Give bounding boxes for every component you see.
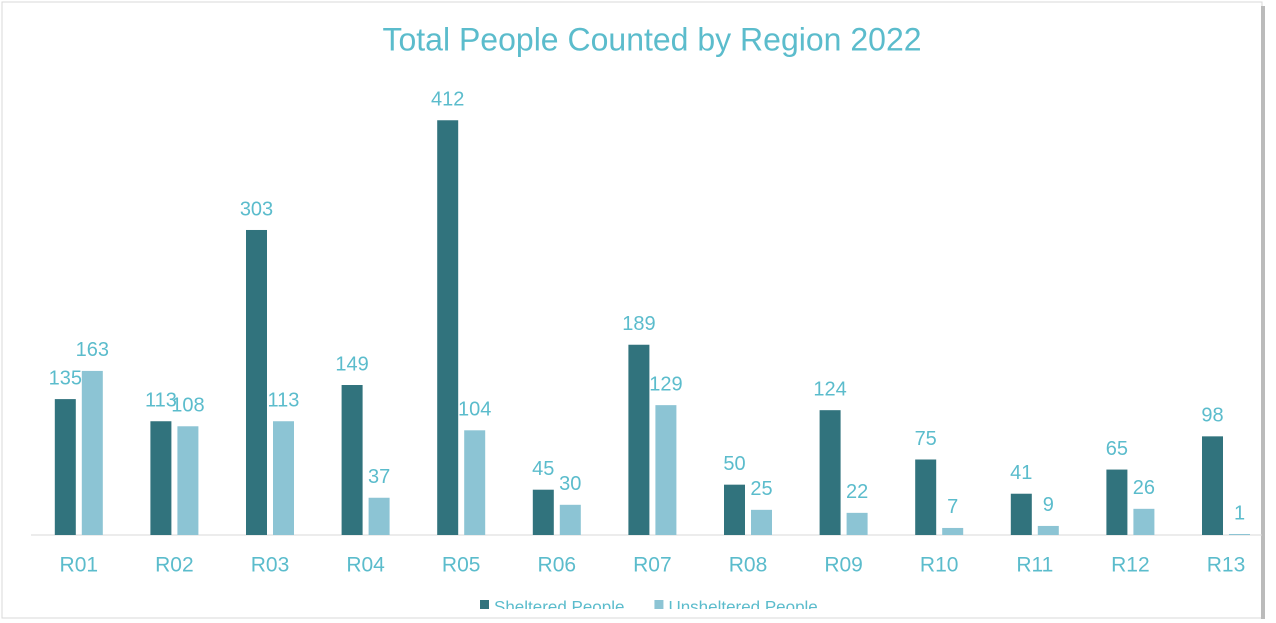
x-tick-label: R06 [538, 554, 577, 577]
x-tick-label: R08 [729, 554, 768, 577]
x-tick-label: R10 [920, 554, 959, 577]
x-tick-label: R04 [346, 554, 385, 577]
bar [819, 410, 841, 535]
bar [942, 527, 964, 535]
legend-label: Unsheltered People [668, 597, 817, 616]
data-label: 37 [368, 466, 390, 488]
x-tick-label: R02 [155, 554, 194, 577]
data-label: 135 [49, 367, 82, 389]
x-tick-label: R01 [60, 554, 99, 577]
data-label: 104 [458, 399, 491, 421]
data-label: 41 [1010, 462, 1032, 484]
bar [1037, 525, 1059, 535]
legend-swatch [480, 600, 489, 609]
data-label: 303 [240, 198, 273, 220]
chart-title: Total People Counted by Region 2022 [382, 21, 921, 57]
x-tick-label: R12 [1111, 554, 1150, 577]
bar [150, 421, 172, 535]
bar [1106, 469, 1128, 535]
data-label: 129 [649, 373, 682, 395]
bar [655, 405, 677, 535]
bar [1133, 508, 1155, 535]
data-label: 412 [431, 89, 464, 111]
legend-swatch [654, 600, 664, 609]
data-label: 163 [76, 339, 109, 361]
bar [532, 489, 554, 535]
bar [246, 229, 267, 536]
bar [915, 459, 937, 535]
bar [846, 512, 868, 535]
data-label: 26 [1133, 477, 1155, 499]
x-tick-label: R03 [251, 554, 290, 577]
x-tick-label: R05 [442, 554, 481, 577]
bar [559, 504, 581, 535]
data-label: 149 [335, 353, 368, 375]
x-tick-label: R11 [1016, 554, 1053, 577]
data-label: 22 [846, 481, 868, 503]
bar [1010, 493, 1032, 535]
bar [341, 385, 363, 535]
data-label: 25 [750, 478, 772, 500]
data-label: 75 [915, 428, 937, 450]
data-label: 50 [723, 453, 745, 475]
data-label: 108 [171, 395, 204, 417]
bar [628, 344, 650, 535]
bar [177, 426, 199, 535]
bar [54, 399, 76, 535]
bar [1229, 533, 1250, 535]
x-tick-label: R13 [1207, 554, 1246, 577]
bar [1202, 436, 1223, 535]
data-label: 113 [145, 390, 177, 412]
legend: Sheltered People Unsheltered People [480, 597, 818, 616]
data-label: 65 [1106, 438, 1128, 460]
bar [724, 484, 745, 535]
x-tick-label: R07 [633, 554, 672, 577]
data-label: 30 [559, 473, 581, 495]
bar [751, 509, 772, 535]
data-label: 7 [947, 496, 958, 518]
data-label: 189 [622, 313, 655, 335]
bar [273, 421, 294, 535]
legend-label: Sheltered People [494, 597, 624, 616]
data-label: 9 [1043, 494, 1054, 516]
bar [464, 430, 486, 535]
bar [81, 370, 103, 535]
data-label: 45 [532, 458, 554, 480]
bar [437, 120, 459, 536]
data-label: 113 [268, 390, 300, 412]
data-label: 98 [1201, 405, 1223, 427]
data-label: 1 [1234, 502, 1245, 524]
x-tick-label: R09 [824, 554, 863, 577]
bar [368, 497, 390, 535]
data-label: 124 [813, 378, 846, 400]
